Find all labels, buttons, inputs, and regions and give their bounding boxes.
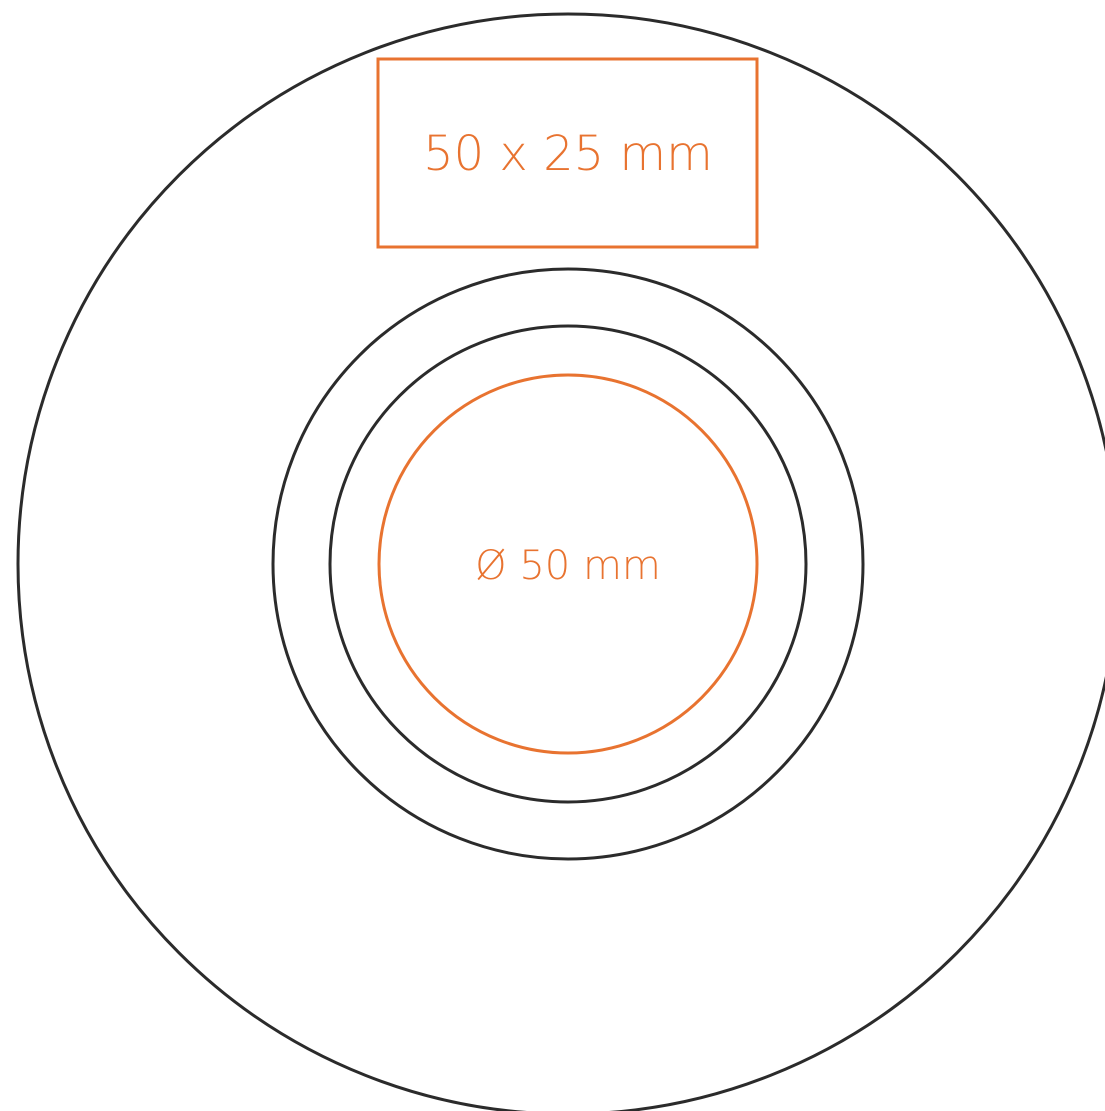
hub-outer-ring [271, 267, 865, 861]
round-print-area [377, 373, 759, 755]
round-print-area-label: Ø 50 mm [475, 543, 661, 589]
rectangular-print-area-label: 50 x 25 mm [423, 126, 713, 182]
outer-disc-outline [16, 12, 1105, 1111]
hub-inner-ring [328, 324, 808, 804]
rectangular-print-area [376, 57, 759, 249]
